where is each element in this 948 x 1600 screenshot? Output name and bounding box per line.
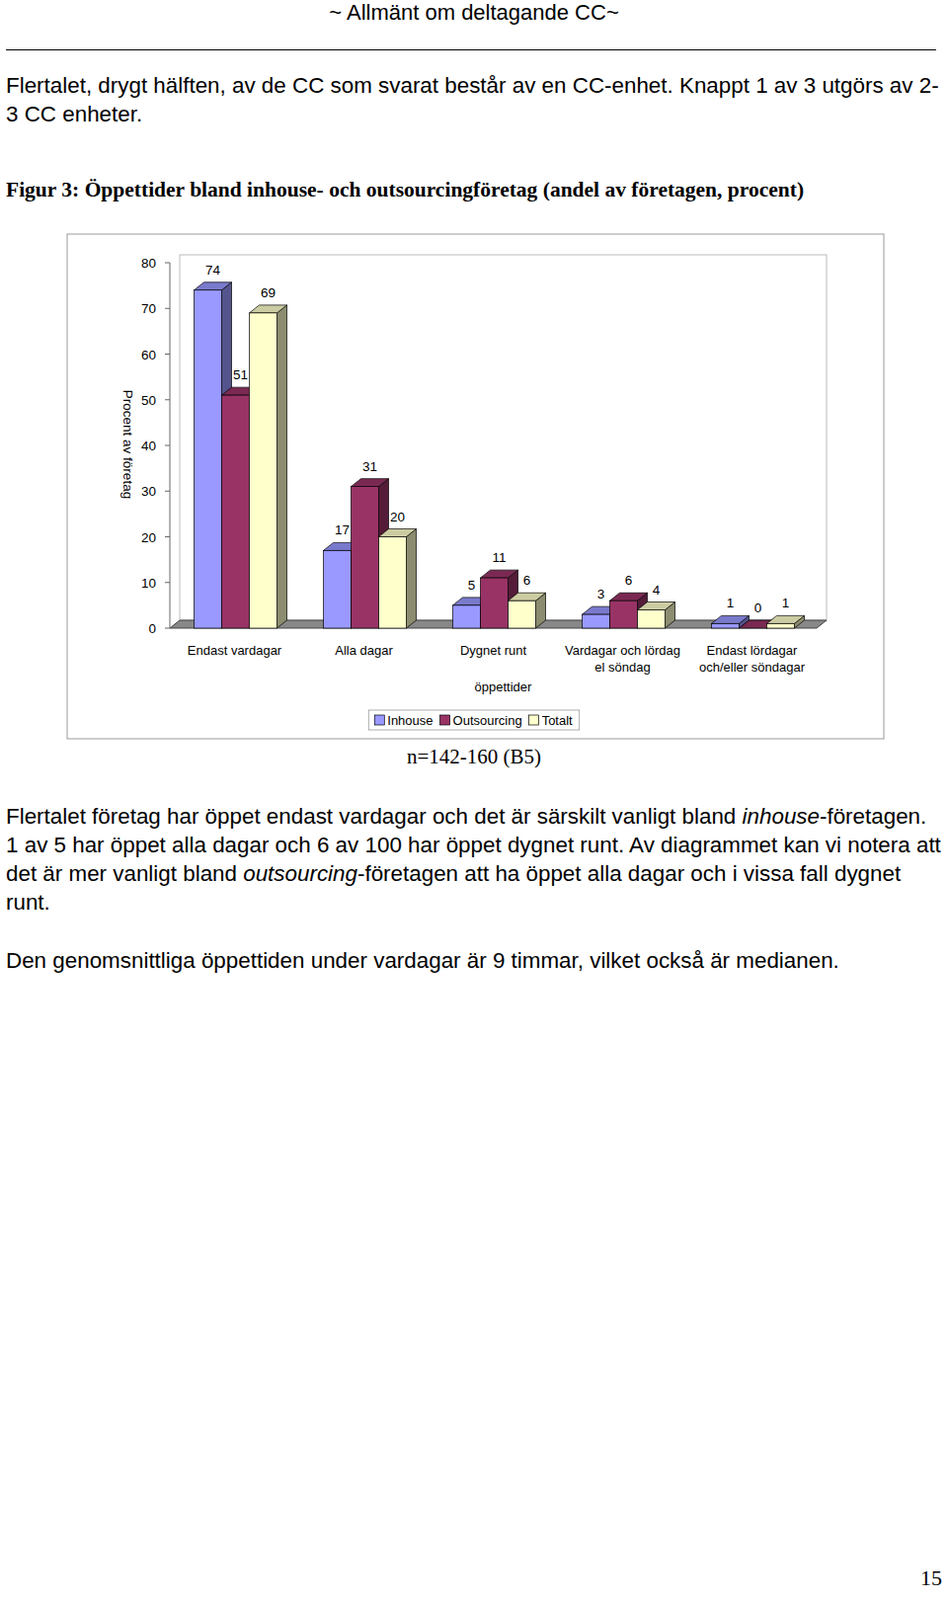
y-tick-label: 30	[141, 483, 157, 499]
x-axis-label: öppettider	[474, 679, 533, 695]
x-tick-label-line: Alla dagar	[334, 642, 394, 658]
x-tick-label: Endast vardagar	[187, 642, 283, 658]
x-tick-label: Dygnet runt	[460, 642, 528, 658]
figure-title: Figur 3: Öppettider bland inhouse- och o…	[5, 177, 945, 203]
bar-top	[480, 569, 519, 578]
y-tick-label: 40	[141, 438, 157, 454]
data-label: 20	[390, 509, 405, 525]
data-label: 31	[362, 459, 378, 474]
legend: Inhouse Outsourcing Totalt	[368, 710, 579, 730]
y-tick-label: 50	[141, 393, 157, 408]
legend-label: Totalt	[542, 712, 573, 728]
bar	[711, 623, 740, 629]
y-tick	[164, 353, 170, 355]
bar-top	[194, 282, 233, 291]
data-label: 69	[260, 285, 276, 301]
x-tick-label-line: Endast lördagar	[707, 642, 798, 658]
legend-label: Inhouse	[387, 712, 433, 728]
y-tick-label: 0	[148, 621, 157, 636]
x-tick-label: Endast lördagaroch/eller söndagar	[699, 642, 806, 675]
bar-top	[711, 615, 750, 624]
data-label: 74	[205, 262, 222, 278]
bar	[610, 600, 638, 629]
text-run: Den genomsnittliga öppettiden under vard…	[5, 948, 840, 973]
y-tick-label: 20	[141, 530, 157, 546]
bar	[637, 610, 666, 630]
bar	[351, 486, 380, 629]
y-tick	[164, 398, 170, 400]
data-label: 6	[523, 572, 532, 588]
data-label: 4	[652, 582, 661, 598]
bar-top	[610, 592, 648, 601]
bar-top	[351, 478, 390, 487]
legend-box	[368, 710, 579, 730]
y-tick	[164, 536, 170, 538]
bar	[767, 623, 795, 629]
bar-top	[767, 615, 805, 624]
bar-top	[249, 305, 288, 314]
y-tick	[164, 308, 170, 310]
x-tick-label-line: el söndag	[594, 659, 650, 675]
data-label: 6	[625, 572, 633, 588]
data-label: 1	[782, 595, 790, 611]
paragraph: Flertalet företag har öppet endast varda…	[5, 801, 945, 917]
y-tick	[164, 628, 170, 630]
header-rule	[5, 49, 937, 51]
legend-swatch	[374, 714, 385, 725]
y-tick	[164, 445, 170, 447]
bar	[379, 537, 407, 630]
data-label: 5	[468, 577, 476, 593]
bar-side	[406, 529, 417, 630]
bar-top	[379, 529, 417, 538]
paragraph: Den genomsnittliga öppettiden under vard…	[5, 946, 945, 975]
text-run: inhouse	[742, 803, 820, 829]
y-tick-label: 10	[141, 575, 157, 591]
x-tick-label-line: och/eller söndagar	[699, 659, 806, 675]
data-label: 3	[597, 586, 606, 602]
y-axis-label: Procent av företag	[120, 390, 136, 499]
bar	[249, 313, 278, 629]
y-tick-label: 80	[141, 255, 157, 271]
y-tick	[164, 490, 170, 492]
text-run: outsourcing	[242, 861, 358, 886]
bar	[194, 290, 223, 629]
bar	[323, 550, 352, 629]
bar	[739, 628, 768, 630]
intro-text: Flertalet, drygt hälften, av de CC som s…	[5, 71, 945, 129]
bar-top	[508, 592, 547, 601]
data-label: 1	[726, 595, 735, 611]
data-label: 51	[233, 367, 248, 383]
y-tick	[164, 581, 170, 583]
chart: 01020304050607080Procent av företag74516…	[0, 0, 948, 790]
page-header: ~ Allmänt om deltagande CC~	[0, 0, 948, 26]
x-tick-label-line: Endast vardagar	[187, 642, 283, 658]
bars	[194, 282, 805, 629]
bar	[453, 605, 481, 629]
text-run: Flertalet företag har öppet endast varda…	[5, 803, 743, 829]
bar	[480, 577, 509, 629]
chart-frame	[67, 234, 884, 739]
data-label: 17	[334, 522, 350, 538]
legend-label: Outsourcing	[453, 712, 523, 728]
x-tick-label-line: Vardagar och lördag	[564, 642, 681, 658]
bar-top	[637, 602, 676, 611]
bar	[582, 614, 611, 629]
bar	[508, 600, 537, 629]
legend-swatch	[529, 714, 540, 725]
page-number: 15	[920, 1565, 943, 1591]
y-tick-label: 60	[141, 347, 157, 363]
chart-note: n=142-160 (B5)	[0, 744, 948, 770]
x-tick-label-line: Dygnet runt	[460, 642, 528, 658]
x-tick-label: Alla dagar	[334, 642, 394, 658]
y-tick	[164, 262, 170, 264]
data-label: 0	[754, 600, 763, 616]
bar-side	[277, 305, 288, 629]
bar	[222, 395, 250, 629]
legend-swatch	[440, 714, 451, 725]
data-label: 11	[491, 550, 506, 565]
y-tick-label: 70	[141, 301, 157, 316]
data-labels: 74 51 69 17 31 20 5 11 6 3 6 4 1 0 1	[205, 262, 790, 616]
x-tick-label: Vardagar och lördagel söndag	[564, 642, 681, 675]
